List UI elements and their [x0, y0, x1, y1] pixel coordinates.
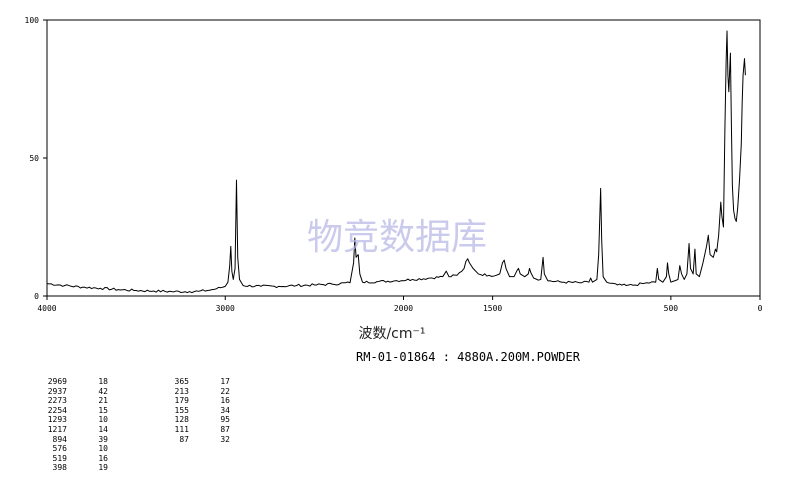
peak-wavenumber: 576 — [52, 444, 67, 454]
peak-intensity: 42 — [98, 386, 108, 396]
peak-wavenumber: 155 — [174, 405, 189, 415]
peak-wavenumber: 179 — [174, 396, 189, 406]
peak-intensity: 87 — [220, 424, 230, 434]
peak-intensity: 22 — [220, 386, 230, 396]
peak-intensity: 15 — [98, 405, 108, 415]
peak-intensity: 17 — [220, 377, 230, 386]
peak-intensity: 16 — [98, 453, 108, 463]
y-tick-label: 100 — [25, 16, 40, 25]
peak-intensity: 32 — [220, 434, 230, 444]
peak-table-col-intensity-1: 18 42 21 15 10 14 39 10 16 19 — [85, 377, 108, 473]
peak-wavenumber: 1293 — [47, 415, 67, 425]
peak-intensity: 18 — [98, 377, 108, 386]
peak-intensity: 39 — [98, 434, 108, 444]
x-tick-label: 4000 — [37, 304, 56, 313]
peak-wavenumber: 2937 — [47, 386, 67, 396]
peak-wavenumber: 87 — [179, 434, 189, 444]
peak-wavenumber: 213 — [174, 386, 189, 396]
sample-subtitle: RM-01-01864 : 4880A.200M.POWDER — [356, 350, 581, 364]
peak-intensity: 95 — [220, 415, 230, 425]
peak-wavenumber: 2969 — [47, 377, 67, 386]
peak-table-col-intensity-2: 17 22 16 34 95 87 32 — [213, 377, 230, 444]
peak-intensity: 10 — [98, 444, 108, 454]
x-tick-label: 1500 — [483, 304, 502, 313]
peak-intensity: 10 — [98, 415, 108, 425]
x-tick-label: 0 — [758, 304, 763, 313]
x-tick-label: 3000 — [216, 304, 235, 313]
peak-wavenumber: 519 — [52, 453, 67, 463]
peak-wavenumber: 365 — [174, 377, 189, 386]
y-tick-label: 50 — [29, 154, 39, 163]
peak-wavenumber: 398 — [52, 463, 67, 473]
peak-intensity: 14 — [98, 424, 108, 434]
peak-table-col-wavenumber-1: 2969 2937 2273 2254 1293 1217 894 576 519 398 — [40, 377, 67, 473]
x-tick-label: 2000 — [394, 304, 413, 313]
peak-wavenumber: 128 — [174, 415, 189, 425]
y-tick-label: 0 — [34, 292, 39, 301]
peak-table-col-wavenumber-2: 365 213 179 155 128 111 87 — [165, 377, 189, 444]
peak-intensity: 16 — [220, 396, 230, 406]
peak-wavenumber: 111 — [174, 424, 189, 434]
peak-wavenumber: 2254 — [47, 405, 67, 415]
peak-intensity: 19 — [98, 463, 108, 473]
peak-intensity: 34 — [220, 405, 230, 415]
spectrum-line — [46, 30, 746, 294]
peak-wavenumber: 2273 — [47, 396, 67, 406]
peak-intensity: 21 — [98, 396, 108, 406]
peak-wavenumber: 1217 — [47, 424, 67, 434]
peak-wavenumber: 894 — [52, 434, 67, 444]
x-axis-title: 波数/cm⁻¹ — [358, 326, 425, 342]
x-tick-label: 500 — [664, 304, 679, 313]
watermark-text: 物竞数据库 — [307, 217, 487, 258]
